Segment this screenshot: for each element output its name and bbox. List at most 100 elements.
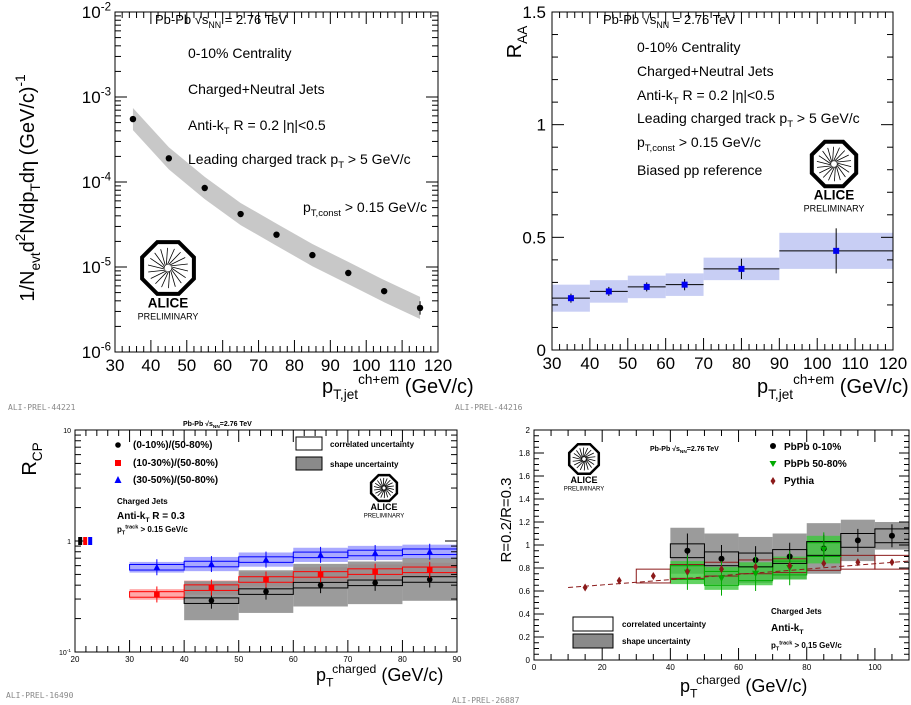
text-part: Pb-Pb — [650, 446, 672, 453]
annotation-centrality: 0-10% Centrality — [188, 45, 292, 61]
y-tick-label: 1.6 — [519, 472, 531, 481]
logo-title: ALICE — [814, 188, 855, 203]
x-tick-label: 90 — [321, 356, 340, 375]
logo-subtitle: PRELIMINARY — [138, 311, 199, 321]
annotation-centrality: 0-10% Centrality — [637, 39, 741, 55]
logo-ray — [170, 268, 182, 284]
x-tick-label: 80 — [398, 655, 407, 664]
logo-ray — [816, 161, 832, 166]
logo-ray — [585, 458, 595, 465]
y-tick-label: 10-6 — [82, 341, 111, 362]
data-point — [605, 288, 612, 295]
y-tick-label: 0.6 — [519, 587, 531, 596]
logo-ray — [833, 147, 840, 162]
panel-top-right: 30 40 50 60 70 80 90 100 110 120 0 0.5 1 1.5 Pb-Pb √sN… — [504, 3, 909, 402]
text-part: (GeV/c) — [399, 376, 473, 398]
text-part: p — [322, 376, 333, 398]
text-part: Anti-k — [637, 87, 674, 103]
data-point — [616, 576, 622, 585]
data-point — [753, 562, 759, 571]
logo-ray — [836, 164, 846, 178]
y-tick-label: 0 — [537, 341, 546, 360]
text-part: NN — [656, 20, 669, 30]
logo-ray — [373, 486, 383, 489]
legend-marker — [115, 442, 121, 448]
logo-ray — [832, 146, 834, 162]
logo-ray — [379, 478, 384, 488]
text-part: T — [776, 646, 780, 652]
data-point — [820, 546, 828, 554]
y-tick-label: 0.2 — [519, 633, 531, 642]
logo-ray — [579, 460, 585, 471]
logo-ray — [835, 165, 841, 181]
text-part: -3 — [101, 86, 111, 98]
text-part: 10 — [82, 88, 101, 107]
x-tick-label: 40 — [666, 663, 675, 672]
text-part: T — [787, 119, 793, 130]
logo-ray — [819, 166, 833, 174]
text-part: p — [757, 376, 768, 398]
text-part: T — [224, 126, 230, 137]
annotation-algo: Anti-kT — [771, 623, 804, 636]
legend-box-correlated — [295, 436, 323, 451]
logo-ray — [836, 160, 851, 163]
x-axis-title: pT,jetch+em (GeV/c) — [757, 372, 909, 402]
text-part: s — [209, 421, 213, 428]
text-part: s — [676, 446, 680, 453]
annotation-track: pTtrack > 0.15 GeV/c — [771, 640, 842, 652]
logo-ray — [582, 447, 585, 458]
text-part: = 2.76 TeV — [221, 12, 287, 27]
legend-label: (0-10%)/(50-80%) — [133, 440, 212, 451]
logo-ray — [155, 271, 168, 285]
text-part: AA — [515, 25, 530, 44]
logo-ray — [377, 480, 383, 488]
data-point — [263, 588, 269, 595]
x-tick-label: 100 — [868, 663, 882, 672]
annotation-jets: Charged+Neutral Jets — [637, 63, 774, 79]
text-part: T — [690, 686, 698, 700]
preliminary-tag: ALI-PREL-44221 — [8, 403, 76, 412]
y-tick-label: 1.4 — [519, 495, 531, 504]
text-part: -4 — [101, 171, 112, 183]
data-point — [371, 549, 379, 556]
data-point — [426, 567, 433, 573]
x-tick-label: 0 — [532, 663, 537, 672]
data-point — [372, 568, 378, 575]
data-point — [833, 247, 840, 254]
x-tick-label: 80 — [802, 663, 811, 672]
logo-octagon — [140, 240, 196, 296]
annotation-const: pT,const > 0.15 GeV/c — [303, 199, 427, 219]
text-part: 1/N — [17, 271, 39, 302]
text-part: T,const — [645, 143, 676, 154]
panel-top-left: 30 40 50 60 70 80 90 100 110 12010-610-510-410-31… — [13, 1, 474, 402]
logo-ray — [834, 150, 846, 162]
data-point — [273, 231, 280, 238]
logo-subtitle: PRELIMINARY — [804, 203, 865, 213]
x-tick-label: 90 — [453, 655, 462, 664]
text-part: R = 0.2 |η|<0.5 — [679, 87, 775, 103]
logo-ray — [374, 488, 383, 491]
legend-box-label: shape uncertainty — [622, 637, 691, 646]
text-part: ch+em — [793, 372, 834, 387]
data-point — [787, 561, 793, 570]
text-part: √ — [205, 420, 209, 428]
data-point — [582, 583, 588, 592]
legend-marker — [115, 460, 121, 466]
preliminary-tag: ALI-PREL-26887 — [452, 696, 520, 705]
preliminary-tag: ALI-PREL-44216 — [455, 403, 523, 412]
text-part: NN — [680, 449, 687, 455]
legend-label: PbPb 0-10% — [784, 442, 841, 453]
y-tick-label: 1.2 — [519, 518, 531, 527]
text-part: > 5 GeV/c — [344, 151, 411, 167]
legend-box-shape — [295, 456, 323, 471]
logo-ray — [380, 489, 385, 498]
data-point — [165, 155, 173, 162]
x-tick-label: 40 — [180, 655, 189, 664]
data-point — [372, 580, 378, 586]
text-part: T,jet — [768, 387, 793, 402]
x-tick-label: 80 — [732, 354, 751, 373]
x-tick-label: 120 — [424, 356, 452, 375]
logo-ray — [167, 248, 175, 265]
logo-title: ALICE — [148, 296, 189, 311]
